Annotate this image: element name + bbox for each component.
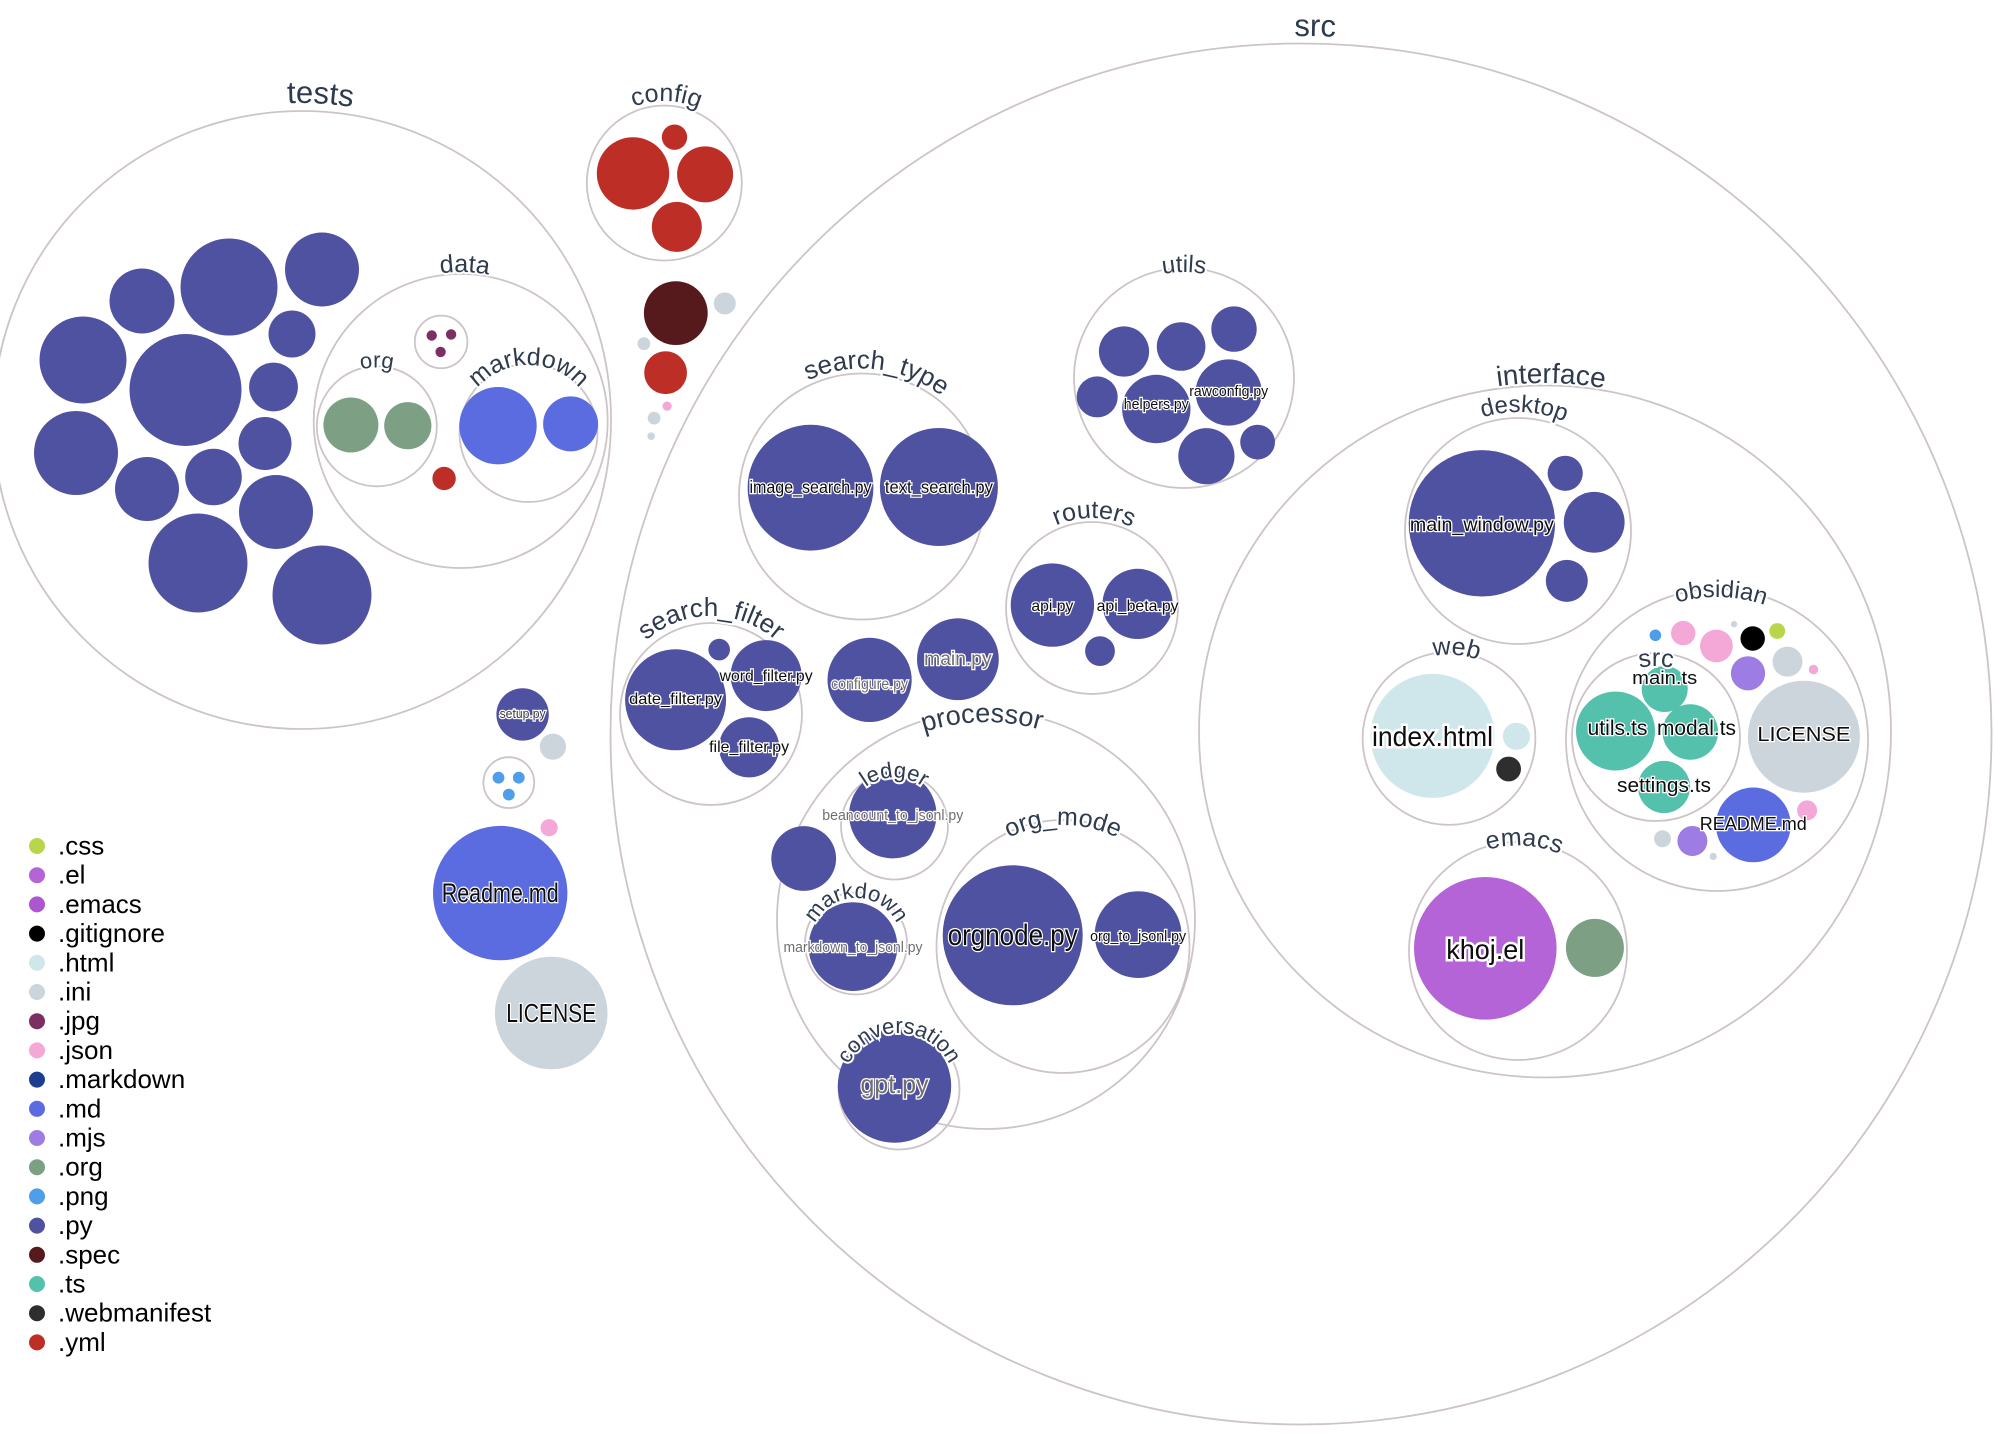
svg-text:README.md: README.md — [1700, 814, 1807, 834]
svg-text:.org: .org — [58, 1152, 103, 1182]
svg-text:.emacs: .emacs — [58, 889, 142, 919]
svg-text:.gitignore: .gitignore — [58, 918, 165, 948]
svg-text:api.py: api.py — [1031, 598, 1073, 615]
svg-text:text_search.py: text_search.py — [885, 477, 993, 498]
svg-text:image_search.py: image_search.py — [750, 477, 872, 498]
svg-text:helpers.py: helpers.py — [1124, 396, 1189, 413]
svg-text:modal.ts: modal.ts — [1657, 717, 1736, 740]
svg-text:.webmanifest: .webmanifest — [58, 1298, 212, 1328]
svg-text:src: src — [1294, 8, 1336, 44]
svg-text:gpt.py: gpt.py — [861, 1069, 929, 1099]
svg-text:routers: routers — [1048, 496, 1140, 533]
svg-text:obsidian: obsidian — [1672, 576, 1771, 611]
svg-text:utils.ts: utils.ts — [1588, 716, 1648, 740]
svg-text:.jpg: .jpg — [58, 1006, 100, 1036]
svg-text:LICENSE: LICENSE — [506, 998, 596, 1028]
svg-text:org_to_jsonl.py: org_to_jsonl.py — [1090, 929, 1187, 945]
svg-text:date_filter.py: date_filter.py — [629, 691, 722, 708]
svg-text:interface: interface — [1494, 358, 1608, 394]
svg-text:config: config — [627, 79, 706, 114]
svg-text:markdown: markdown — [463, 343, 595, 392]
svg-text:.spec: .spec — [58, 1239, 120, 1269]
svg-text:main.py: main.py — [924, 649, 992, 670]
svg-text:.el: .el — [58, 860, 85, 890]
svg-text:web: web — [1430, 632, 1484, 665]
svg-text:Readme.md: Readme.md — [442, 878, 559, 908]
svg-text:.css: .css — [58, 831, 104, 861]
svg-text:main_window.py: main_window.py — [1410, 514, 1554, 536]
svg-text:markdown_to_jsonl.py: markdown_to_jsonl.py — [784, 940, 924, 956]
svg-text:src: src — [1636, 644, 1675, 674]
svg-text:.py: .py — [58, 1210, 93, 1240]
svg-text:emacs: emacs — [1483, 823, 1568, 859]
svg-text:index.html: index.html — [1372, 721, 1493, 752]
svg-text:org_mode: org_mode — [1000, 803, 1126, 843]
svg-text:org: org — [358, 347, 396, 374]
svg-text:.markdown: .markdown — [58, 1064, 185, 1094]
svg-text:khoj.el: khoj.el — [1446, 934, 1524, 965]
svg-text:processor: processor — [917, 698, 1047, 738]
svg-text:.yml: .yml — [58, 1327, 106, 1357]
svg-text:.png: .png — [58, 1181, 109, 1211]
svg-text:.json: .json — [58, 1035, 113, 1065]
svg-text:.html: .html — [58, 947, 114, 977]
svg-text:setup.py: setup.py — [500, 706, 546, 721]
svg-text:.md: .md — [58, 1093, 101, 1123]
svg-text:main.ts: main.ts — [1632, 667, 1697, 688]
svg-text:search_type: search_type — [799, 344, 956, 401]
svg-text:orgnode.py: orgnode.py — [948, 919, 1078, 952]
svg-text:settings.ts: settings.ts — [1617, 775, 1711, 797]
svg-text:.ini: .ini — [58, 977, 91, 1007]
svg-text:utils: utils — [1160, 251, 1208, 280]
svg-text:configure.py: configure.py — [831, 676, 908, 693]
svg-text:file_filter.py: file_filter.py — [709, 739, 789, 756]
svg-text:word_filter.py: word_filter.py — [719, 668, 813, 685]
svg-text:LICENSE: LICENSE — [1757, 724, 1850, 746]
svg-text:tests: tests — [286, 75, 356, 114]
svg-text:beancount_to_jsonl.py: beancount_to_jsonl.py — [822, 808, 964, 824]
svg-text:.mjs: .mjs — [58, 1123, 106, 1153]
svg-text:rawconfig.py: rawconfig.py — [1189, 384, 1269, 400]
svg-text:api_beta.py: api_beta.py — [1097, 598, 1179, 615]
svg-text:data: data — [438, 250, 492, 280]
svg-text:.ts: .ts — [58, 1269, 85, 1299]
svg-text:search_filter: search_filter — [631, 592, 791, 645]
